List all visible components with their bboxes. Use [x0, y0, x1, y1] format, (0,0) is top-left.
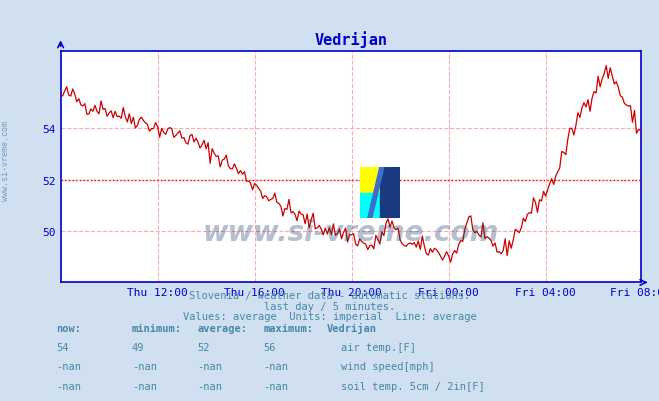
Text: -nan: -nan — [198, 400, 223, 401]
Text: -nan: -nan — [56, 362, 81, 371]
Text: average:: average: — [198, 323, 248, 333]
Text: now:: now: — [56, 323, 81, 333]
Text: -nan: -nan — [132, 381, 157, 391]
Text: soil temp. 10cm / 4in[F]: soil temp. 10cm / 4in[F] — [341, 400, 492, 401]
Text: -nan: -nan — [264, 381, 289, 391]
Text: www.si-vreme.com: www.si-vreme.com — [202, 218, 499, 246]
Text: -nan: -nan — [198, 381, 223, 391]
Bar — [380, 168, 400, 219]
Text: Slovenia / weather data - automatic stations.: Slovenia / weather data - automatic stat… — [189, 291, 470, 300]
Text: 52: 52 — [198, 342, 210, 352]
Text: 56: 56 — [264, 342, 276, 352]
Bar — [360, 168, 380, 193]
Bar — [360, 193, 380, 219]
Text: -nan: -nan — [132, 400, 157, 401]
Text: minimum:: minimum: — [132, 323, 182, 333]
Title: Vedrijan: Vedrijan — [314, 31, 387, 48]
Text: -nan: -nan — [264, 362, 289, 371]
Text: Vedrijan: Vedrijan — [326, 322, 376, 334]
Text: -nan: -nan — [132, 362, 157, 371]
Polygon shape — [368, 168, 384, 219]
Text: soil temp. 5cm / 2in[F]: soil temp. 5cm / 2in[F] — [341, 381, 485, 391]
Text: Values: average  Units: imperial  Line: average: Values: average Units: imperial Line: av… — [183, 312, 476, 321]
Text: wind speed[mph]: wind speed[mph] — [341, 362, 435, 371]
Text: -nan: -nan — [56, 400, 81, 401]
Text: -nan: -nan — [198, 362, 223, 371]
Text: -nan: -nan — [56, 381, 81, 391]
Text: -nan: -nan — [264, 400, 289, 401]
Text: last day / 5 minutes.: last day / 5 minutes. — [264, 301, 395, 311]
Text: air temp.[F]: air temp.[F] — [341, 342, 416, 352]
Text: www.si-vreme.com: www.si-vreme.com — [1, 120, 10, 200]
Text: 54: 54 — [56, 342, 69, 352]
Text: 49: 49 — [132, 342, 144, 352]
Text: maximum:: maximum: — [264, 323, 314, 333]
